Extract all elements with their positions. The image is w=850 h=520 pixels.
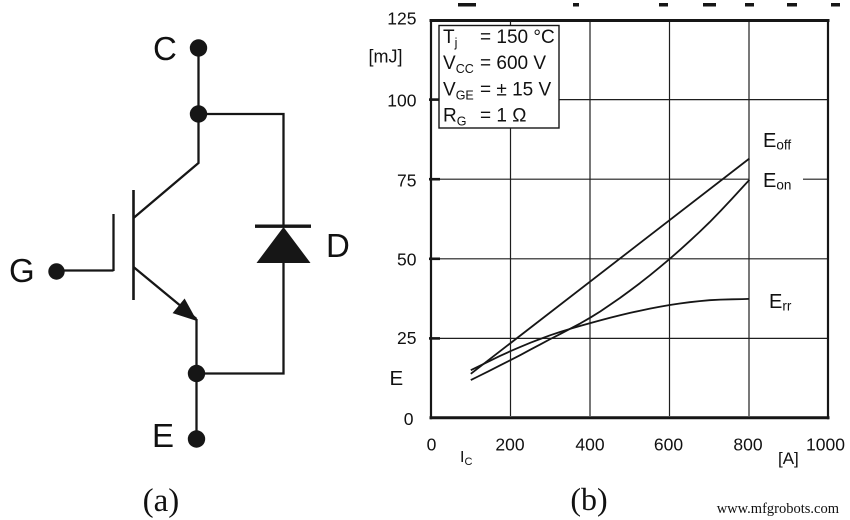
svg-text:100: 100: [387, 91, 416, 111]
svg-text:125: 125: [387, 9, 416, 29]
svg-text:[mJ]: [mJ]: [369, 47, 403, 67]
svg-text:(a): (a): [143, 483, 180, 519]
svg-text:C: C: [153, 30, 177, 67]
svg-text:50: 50: [397, 250, 417, 270]
svg-text:[A]: [A]: [778, 449, 799, 468]
svg-text:800: 800: [733, 435, 762, 455]
svg-text:25: 25: [397, 328, 416, 348]
svg-text:400: 400: [575, 435, 604, 455]
svg-text:E: E: [390, 367, 404, 390]
svg-text:www.mfgrobots.com: www.mfgrobots.com: [717, 501, 840, 517]
svg-text:200: 200: [495, 435, 524, 455]
svg-text:VGE= ± 15 V: VGE = ± 15 V: [443, 80, 551, 103]
svg-text:1000: 1000: [806, 435, 845, 455]
svg-text:G: G: [9, 252, 35, 289]
svg-text:0: 0: [404, 409, 414, 429]
svg-text:D: D: [326, 227, 350, 264]
svg-text:RG= 1 Ω: RG = 1 Ω: [443, 106, 526, 129]
svg-text:0: 0: [427, 435, 437, 455]
svg-text:(b): (b): [570, 481, 607, 517]
svg-text:E: E: [152, 417, 174, 454]
svg-text:600: 600: [654, 435, 683, 455]
svg-text:75: 75: [397, 171, 416, 191]
